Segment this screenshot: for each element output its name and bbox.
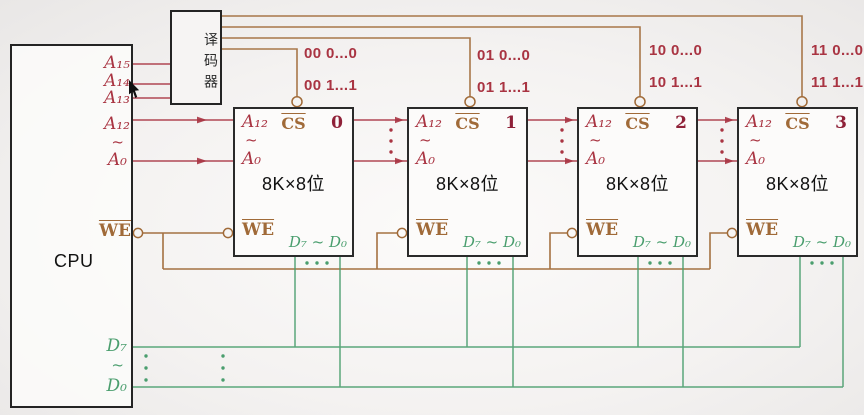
chip0-we-pin-circle <box>222 227 234 239</box>
cpu-pin-tilde-addr: ~ <box>111 133 124 151</box>
chip0-pin-we: WE <box>242 220 275 240</box>
arrowhead-a0-seg1 <box>395 157 404 165</box>
memory-chip-1: A₁₂ ~ A₀ CS 1 8K×8位 WE D₇ ~ D₀ <box>407 107 528 257</box>
chip1-pin-a0: A₀ <box>416 149 436 169</box>
chip2-we-pin-circle <box>566 227 578 239</box>
cpu-pin-a15: A₁₅ <box>104 53 130 73</box>
chip2-addr-range-start: 10 0...0 <box>649 42 703 59</box>
decoder-out2-wire-to-chip2-cs <box>222 26 641 97</box>
chip0-pin-a12: A₁₂ <box>242 112 268 132</box>
chip2-addr-range-end: 10 1...1 <box>649 74 703 91</box>
arrowhead-a12 <box>197 116 207 124</box>
chip3-cs-pin-circle <box>796 95 808 108</box>
chip3-tilde: ~ <box>749 131 762 149</box>
cpu-pin-a14: A₁₄ <box>104 71 130 91</box>
chip0-pin-cs: CS <box>281 114 306 133</box>
arrowhead-a0-seg3 <box>725 157 734 165</box>
decoder-out0-wire-to-chip0-cs <box>222 48 298 97</box>
chip2-pin-we: WE <box>586 220 619 240</box>
chip1-addr-range-start: 01 0...0 <box>477 47 531 64</box>
chip2-number: 2 <box>675 113 687 133</box>
decoder-label: 译码器 <box>202 31 218 95</box>
chip0-pin-a0: A₀ <box>242 149 262 169</box>
memory-chip-3: A₁₂ ~ A₀ CS 3 8K×8位 WE D₇ ~ D₀ <box>737 107 858 257</box>
chip0-addr-range-start: 00 0...0 <box>304 45 358 62</box>
chip1-we-pin-circle <box>396 227 408 239</box>
cpu-pin-d0: D₀ <box>106 376 127 396</box>
chip3-capacity: 8K×8位 <box>765 174 830 194</box>
chip1-number: 1 <box>505 113 517 133</box>
chip3-pin-a12: A₁₂ <box>746 112 772 132</box>
chip2-pin-a12: A₁₂ <box>586 112 612 132</box>
arrowhead-a0 <box>197 157 207 165</box>
chip1-pin-we: WE <box>416 220 449 240</box>
decoder-out1-wire-to-chip1-cs <box>222 37 471 97</box>
cpu-pin-a13: A₁₃ <box>104 88 130 108</box>
chip1-pin-a12: A₁₂ <box>416 112 442 132</box>
chip2-pin-cs: CS <box>625 114 650 133</box>
chip3-pin-a0: A₀ <box>746 149 766 169</box>
decoder-out3-wire-to-chip3-cs <box>222 15 803 97</box>
decoder-box: 译码器 <box>170 10 222 105</box>
chip1-pin-cs: CS <box>455 114 480 133</box>
arrowhead-a12-seg3 <box>725 116 734 124</box>
cpu-pin-d7: D₇ <box>106 336 127 356</box>
arrowhead-a12-seg1 <box>395 116 404 124</box>
chip0-addr-range-end: 00 1...1 <box>304 77 358 94</box>
chip1-data-range: D₇ ~ D₀ <box>462 233 521 251</box>
cpu-pin-a0: A₀ <box>107 150 127 170</box>
chip1-capacity: 8K×8位 <box>435 174 500 194</box>
chip3-data-range: D₇ ~ D₀ <box>792 233 851 251</box>
chip3-pin-cs: CS <box>785 114 810 133</box>
memory-chip-0: A₁₂ ~ A₀ CS 0 8K×8位 WE D₇ ~ D₀ <box>233 107 354 257</box>
chip2-cs-pin-circle <box>634 95 646 108</box>
cpu-pin-tilde-data: ~ <box>111 356 124 374</box>
chip0-cs-pin-circle <box>291 95 303 108</box>
chip0-capacity: 8K×8位 <box>261 174 326 194</box>
data-bus-ellipsis-dots <box>144 261 834 382</box>
chip2-capacity: 8K×8位 <box>605 174 670 194</box>
arrowhead-a0-seg2 <box>565 157 574 165</box>
chip1-cs-pin-circle <box>464 95 476 108</box>
chip0-number: 0 <box>331 113 343 133</box>
chip1-addr-range-end: 01 1...1 <box>477 79 531 96</box>
we-riser-chip1 <box>376 232 397 269</box>
chip2-pin-a0: A₀ <box>586 149 606 169</box>
arrowhead-a12-seg2 <box>565 116 574 124</box>
cpu-pin-we: WE <box>98 221 131 241</box>
chip1-tilde: ~ <box>419 131 432 149</box>
cpu-we-pin-circle <box>132 227 144 239</box>
chip3-addr-range-start: 11 0...0 <box>811 42 864 59</box>
cpu-pin-a12: A₁₂ <box>104 114 130 134</box>
address-bus-ellipsis-dots <box>389 128 724 154</box>
cpu-label: CPU <box>54 251 94 271</box>
chip3-pin-we: WE <box>746 220 779 240</box>
chip3-number: 3 <box>835 113 847 133</box>
we-riser-chip3 <box>709 232 727 269</box>
chip0-data-range: D₇ ~ D₀ <box>288 233 347 251</box>
chip3-addr-range-end: 11 1...1 <box>811 74 864 91</box>
memory-chip-2: A₁₂ ~ A₀ CS 2 8K×8位 WE D₇ ~ D₀ <box>577 107 698 257</box>
mouse-cursor <box>129 80 140 98</box>
we-riser-chip2 <box>549 232 567 269</box>
chip0-tilde: ~ <box>245 131 258 149</box>
cpu-box: CPU <box>10 44 133 408</box>
chip3-we-pin-circle <box>726 227 738 239</box>
chip2-tilde: ~ <box>589 131 602 149</box>
chip2-data-range: D₇ ~ D₀ <box>632 233 691 251</box>
